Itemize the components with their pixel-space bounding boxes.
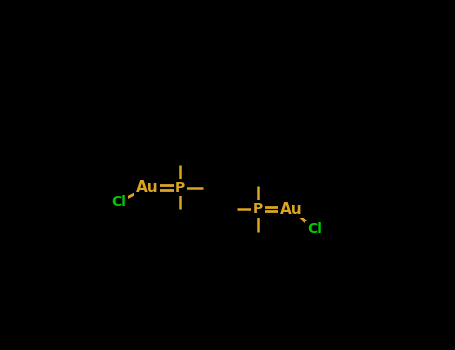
Text: P: P [253,202,263,216]
Text: Au: Au [136,180,158,195]
Text: Cl: Cl [111,195,126,209]
Text: Au: Au [280,202,303,217]
Text: P: P [175,181,186,195]
Text: Cl: Cl [307,222,322,236]
